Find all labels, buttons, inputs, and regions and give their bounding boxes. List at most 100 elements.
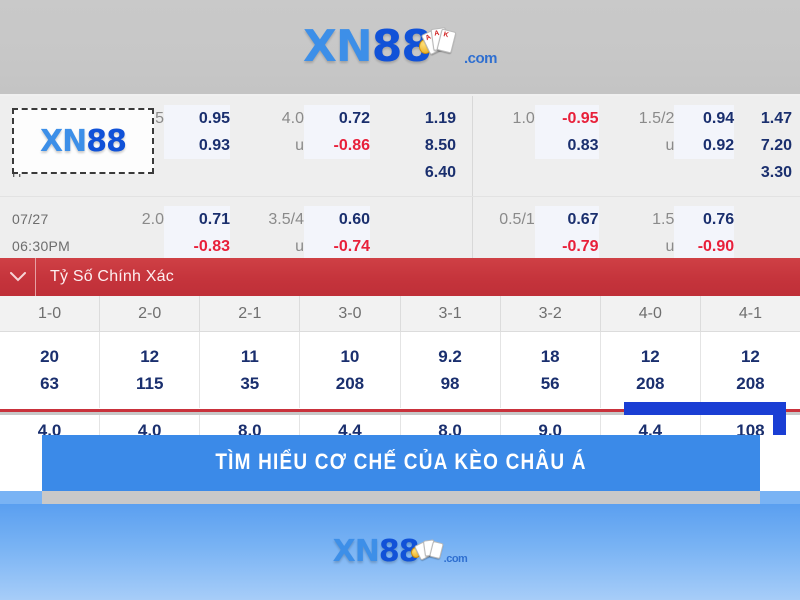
match-date: 07/27 [12,211,49,227]
watermark-text-xn: XN [40,123,87,159]
logo-text-xn: XN [303,21,373,72]
over-under-label: u [295,238,304,255]
score-cell[interactable]: 12 208 [701,332,800,408]
score-column-header[interactable]: 1-0 [0,296,101,331]
playing-cards-icon: A A K [417,25,463,67]
top-banner: XN 88 A A K .com [0,0,800,94]
odds-price[interactable]: 0.83 [534,132,599,159]
promo-banner-text: TÌM HIỂU CƠ CHẾ CỦA KÈO CHÂU Á [215,450,587,475]
bottom-banner: XN 88 .com [0,504,800,600]
odds-price[interactable]: -0.90 [674,233,735,260]
price-column-5[interactable]: 0.94 0.92 [674,96,742,196]
promo-side-fill-right [760,435,800,491]
score-table-header: 1-0 2-0 2-1 3-0 3-1 3-2 4-0 4-1 [0,296,800,332]
handicap-column-3: 0.5/1 [473,197,535,258]
score-odd-bottom: 98 [440,373,460,393]
odds-price[interactable]: 0.71 [164,206,230,233]
score-cell[interactable]: 20 63 [0,332,101,408]
price-column-1[interactable]: 0.71 -0.83 [164,197,242,260]
score-odd-bottom: 208 [335,373,365,393]
odds-price[interactable]: 0.94 [674,105,735,132]
score-odd-top: 9.2 [438,346,462,366]
odds-price[interactable]: 0.92 [674,132,735,159]
odds-price[interactable]: 0.95 [164,105,230,132]
score-odd-bottom: 35 [240,373,260,393]
section-header-ty-so-chinh-xac[interactable]: Tỷ Số Chính Xác [0,258,800,296]
handicap-value: 3.5/4 [268,211,304,228]
price-column-1[interactable]: 0.95 0.93 [164,96,242,196]
price-column-2[interactable]: 0.72 -0.86 [304,96,382,196]
odds-price[interactable]: -0.83 [164,233,230,260]
chevron-down-icon[interactable] [0,258,36,296]
odds-row[interactable]: H T H /2.5 0.95 0.93 4.0 u 0.72 [0,96,800,196]
handicap-value: 0.5/1 [499,211,535,228]
score-cell[interactable]: 12 208 [601,332,701,408]
handicap-value: 4.0 [281,110,304,127]
handicap-value [473,233,535,258]
over-under-label: u [665,137,675,154]
odds-price[interactable]: 0.67 [534,206,599,233]
price-column-6[interactable]: 1.47 7.20 3.30 [742,96,800,196]
score-odd-top: 11 [240,346,259,366]
odds-price[interactable]: -0.74 [304,233,370,260]
odds-price[interactable]: 6.40 [424,164,456,181]
odds-price[interactable]: 1.19 [424,110,456,127]
score-odd-top: 20 [40,346,60,366]
score-odd-bottom: 115 [135,373,164,393]
match-datetime-column: 07/27 06:30PM [0,197,112,258]
odds-price[interactable]: 0.93 [164,132,230,159]
handicap-value [112,233,164,258]
logo-text-dotcom: .com [463,50,498,67]
score-column-header[interactable]: 3-2 [501,296,601,331]
score-cell[interactable]: 18 56 [501,332,601,408]
site-logo[interactable]: XN 88 A A K .com [303,21,498,72]
watermark-logo-overlay: XN 88 [12,108,154,174]
score-cell[interactable]: 9.2 98 [401,332,501,408]
site-logo-footer[interactable]: XN 88 .com [333,537,468,567]
score-column-header[interactable]: 4-0 [601,296,701,331]
price-column-6 [742,197,800,258]
price-column-2[interactable]: 0.60 -0.74 [304,197,382,260]
odds-price[interactable]: 1.47 [760,110,792,127]
over-under-label: u [665,238,675,255]
odds-price[interactable]: -0.79 [534,233,599,260]
price-column-3[interactable]: 1.19 8.50 6.40 [382,96,466,196]
price-column-4[interactable]: -0.95 0.83 [534,96,613,196]
watermark-text-88: 88 [86,123,127,159]
odds-price[interactable]: 0.72 [304,105,370,132]
odds-price[interactable]: 0.60 [304,206,370,233]
selection-bracket-top [624,402,786,415]
odds-half-right: 1.0 -0.95 0.83 1.5/2 u 0.94 0.92 1.47 [472,96,800,196]
score-odd-bottom: 208 [636,373,665,393]
score-cell[interactable]: 11 35 [200,332,301,408]
score-cell[interactable]: 12 115 [100,332,201,408]
odds-price[interactable]: 3.30 [760,164,792,181]
logo-text-xn: XN [332,534,380,569]
handicap-value: 1.5 [652,211,675,228]
promo-banner[interactable]: TÌM HIỂU CƠ CHẾ CỦA KÈO CHÂU Á [42,435,760,491]
correct-score-table: 1-0 2-0 2-1 3-0 3-1 3-2 4-0 4-1 20 63 12… [0,296,800,412]
over-under-label: u [295,137,304,154]
score-cell[interactable]: 10 208 [300,332,401,408]
playing-cards-icon [409,537,444,567]
odds-row[interactable]: 07/27 06:30PM 2.0 0.71 -0.83 3.5/4 u 0.6… [0,196,800,260]
odds-price[interactable]: 7.20 [760,137,792,154]
odds-price[interactable]: 0.76 [674,206,735,233]
score-column-header[interactable]: 2-1 [200,296,301,331]
promo-side-fill-left [0,435,42,491]
odds-price[interactable]: 8.50 [424,137,456,154]
price-column-4[interactable]: 0.67 -0.79 [534,197,613,260]
price-column-5[interactable]: 0.76 -0.90 [674,197,742,260]
bottom-side-fill-left [0,491,42,504]
score-column-header[interactable]: 4-1 [738,304,762,322]
score-column-header[interactable]: 3-1 [401,296,501,331]
logo-text-dotcom: .com [443,553,468,565]
score-column-header[interactable]: 2-0 [100,296,201,331]
score-odd-bottom: 208 [736,373,765,393]
score-column-header[interactable]: 3-0 [300,296,401,331]
odds-price[interactable]: -0.95 [534,105,599,132]
handicap-value [473,132,535,159]
odds-price[interactable]: -0.86 [304,132,370,159]
score-odd-top: 12 [740,346,760,366]
odds-half-right: 0.5/1 0.67 -0.79 1.5 u 0.76 -0.90 [472,197,800,260]
